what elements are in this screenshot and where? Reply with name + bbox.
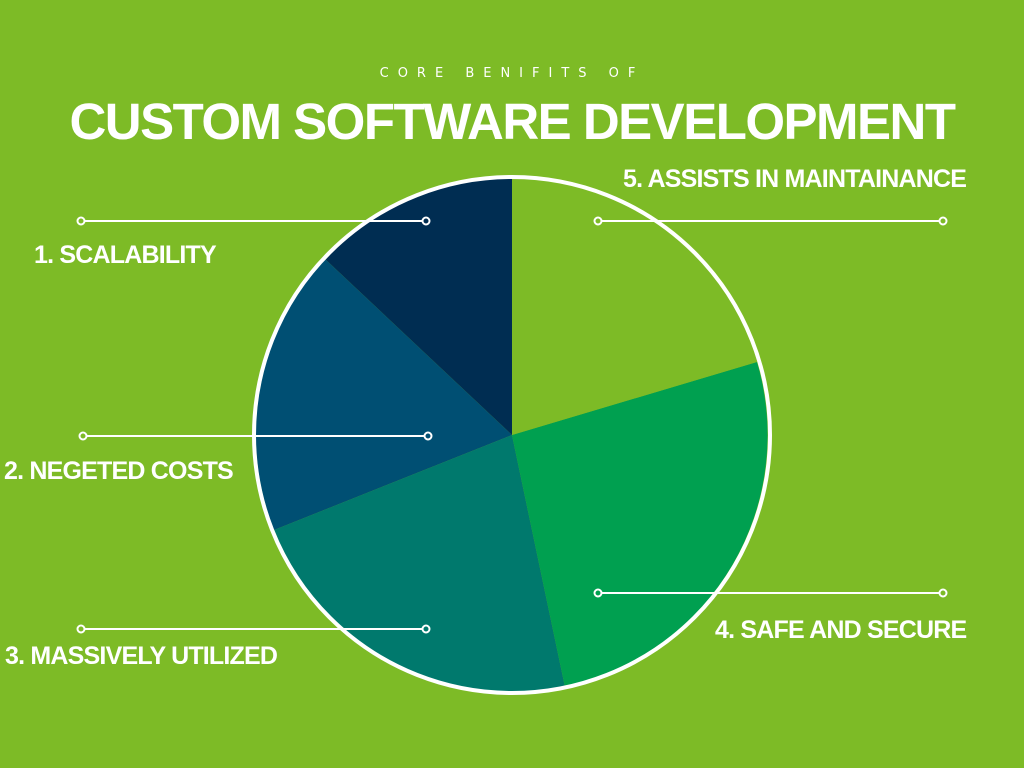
benefit-label-safe-and-secure: 4. SAFE AND SECURE [715,616,967,644]
leader-line-safe-and-secure [593,588,948,598]
page-title: CUSTOM SOFTWARE DEVELOPMENT [69,93,956,150]
slice-massively-utilized [274,435,565,693]
pie-slices [255,177,768,693]
leader-lines [76,216,948,634]
slice-assists-in-maintainance [512,177,757,435]
slice-negeted-costs [255,259,512,530]
leader-line-scalability [76,216,431,226]
benefit-label-negeted-costs: 2. NEGETED COSTS [4,457,234,485]
slice-scalability [325,177,512,435]
benefit-label-scalability: 1. SCALABILITY [34,241,217,269]
benefit-label-assists-in-maintainance: 5. ASSISTS IN MAINTAINANCE [623,165,967,193]
kicker-text: CORE BENIFITS OF [379,66,645,81]
benefit-label-massively-utilized: 3. MASSIVELY UTILIZED [5,642,278,670]
leader-line-massively-utilized [76,624,431,634]
leader-line-assists-in-maintainance [593,216,948,226]
slice-safe-and-secure [512,362,768,687]
leader-line-negeted-costs [78,431,433,441]
